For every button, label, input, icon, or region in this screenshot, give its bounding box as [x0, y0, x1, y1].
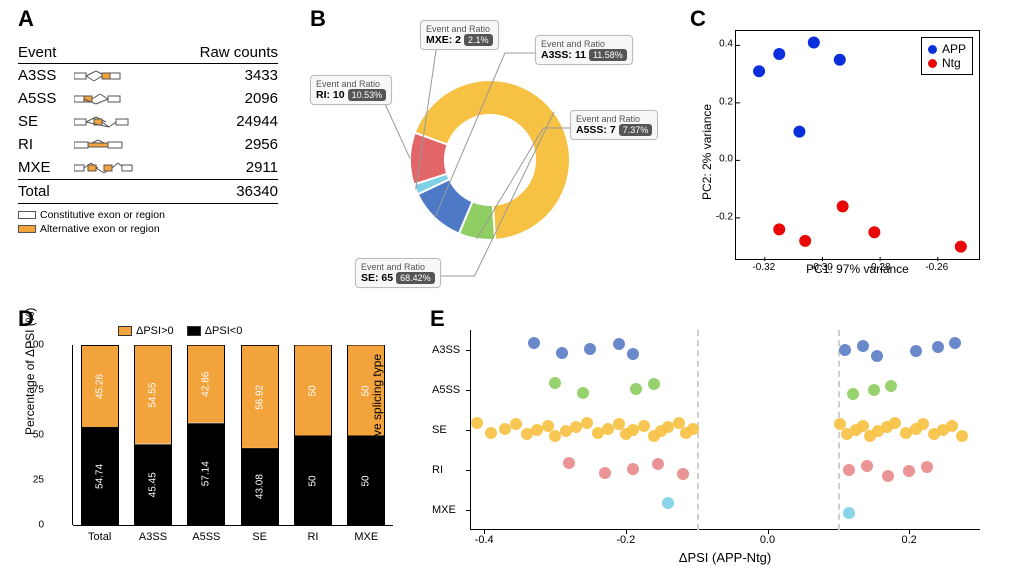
pc2-axis-label: PC2: 2% variance [700, 104, 714, 200]
point [563, 457, 575, 469]
point [903, 465, 915, 477]
point [843, 464, 855, 476]
panel-d: ΔPSI>0 ΔPSI<0 Percentage of ΔPSI (%) 025… [18, 320, 408, 570]
bar-total: 45.2654.74Total [73, 345, 126, 525]
legend-dpsi-neg: ΔPSI<0 [205, 325, 243, 337]
point [956, 430, 968, 442]
point [471, 417, 483, 429]
panel-d-ylabel: Percentage of ΔPSI (%) [23, 308, 37, 435]
panel-e: Alternative splicing type ΔPSI (APP-Ntg)… [430, 320, 995, 570]
point [917, 418, 929, 430]
bar-se: 56.9243.08SE [233, 345, 286, 525]
strip-plot: ΔPSI (APP-Ntg) -0.4-0.20.00.2A3SSA5SSSER… [470, 330, 980, 530]
exon-icon [74, 161, 134, 175]
exon-icon [74, 115, 134, 129]
row-label-a3ss: A3SS [432, 344, 460, 356]
panel-d-legend: ΔPSI>0 ΔPSI<0 [108, 325, 242, 337]
row-label-a5ss: A5SS [432, 384, 460, 396]
figure: A B C D E Event Raw counts A3SS3433A5SS2… [10, 10, 1010, 574]
point [868, 384, 880, 396]
exon-icon [74, 138, 134, 152]
point [599, 467, 611, 479]
panel-a: Event Raw counts A3SS3433A5SS2096SE24944… [18, 20, 278, 236]
bar-a5ss: 42.8657.14A5SS [180, 345, 233, 525]
point [613, 338, 625, 350]
point [485, 427, 497, 439]
point [652, 458, 664, 470]
callout-mxe: Event and RatioMXE: 22.1% [420, 20, 499, 50]
point [932, 341, 944, 353]
panel-b: Event and RatioMXE: 22.1% Event and Ratio… [310, 20, 670, 310]
point [843, 507, 855, 519]
point [556, 347, 568, 359]
point [510, 418, 522, 430]
point [677, 468, 689, 480]
legend-dpsi-pos: ΔPSI>0 [136, 325, 174, 337]
donut-chart [400, 70, 580, 250]
point [630, 383, 642, 395]
point [581, 417, 593, 429]
callout-a3ss: Event and RatioA3SS: 1111.58% [535, 35, 633, 65]
panel-c: APP Ntg PC1: 97% variance PC2: 2% varian… [690, 20, 1000, 310]
table-row: RI2956 [18, 133, 278, 156]
point [549, 377, 561, 389]
panel-e-ylabel: Alternative splicing type [370, 354, 384, 480]
bar-mxe: 5050MXE [340, 345, 393, 525]
point [839, 344, 851, 356]
point [885, 380, 897, 392]
point [627, 348, 639, 360]
panel-e-xlabel: ΔPSI (APP-Ntg) [679, 550, 771, 565]
event-table: Event Raw counts A3SS3433A5SS2096SE24944… [18, 42, 278, 204]
point [627, 463, 639, 475]
legend-alternative: Alternative exon or region [40, 223, 160, 235]
th-event: Event [18, 42, 74, 64]
point [528, 337, 540, 349]
point [687, 423, 699, 435]
table-row: A5SS2096 [18, 87, 278, 110]
point [882, 470, 894, 482]
point [910, 345, 922, 357]
exon-icon [74, 69, 134, 83]
callout-ri: Event and RatioRI: 1010.53% [310, 75, 392, 105]
point [577, 387, 589, 399]
legend-app: APP [942, 42, 966, 56]
table-row: MXE2911 [18, 156, 278, 180]
stacked-bars: 45.2654.74Total54.5545.45A3SS42.8657.14A… [73, 345, 393, 525]
table-row: A3SS3433 [18, 64, 278, 88]
point [889, 417, 901, 429]
th-counts: Raw counts [163, 42, 278, 64]
row-label-se: SE [432, 424, 447, 436]
bar-a3ss: 54.5545.45A3SS [126, 345, 179, 525]
exon-icon [74, 92, 134, 106]
row-label-mxe: MXE [432, 504, 456, 516]
legend-constitutive: Constitutive exon or region [40, 209, 165, 221]
callout-a5ss: Event and RatioA5SS: 77.37% [570, 110, 658, 140]
point [584, 343, 596, 355]
pca-legend: APP Ntg [921, 37, 973, 75]
row-label-ri: RI [432, 464, 443, 476]
panel-a-legend: Constitutive exon or region Alternative … [18, 208, 278, 236]
table-row: SE24944 [18, 110, 278, 133]
point [921, 461, 933, 473]
point [949, 337, 961, 349]
callout-se: Event and RatioSE: 6568.42% [355, 258, 441, 288]
point [662, 497, 674, 509]
point [638, 420, 650, 432]
point [871, 350, 883, 362]
point [648, 378, 660, 390]
bar-ri: 5050RI [286, 345, 339, 525]
table-total-row: Total36340 [18, 180, 278, 204]
point [946, 420, 958, 432]
legend-ntg: Ntg [942, 56, 961, 70]
point [861, 460, 873, 472]
point [847, 388, 859, 400]
pca-plot: APP Ntg [735, 30, 980, 260]
point [857, 340, 869, 352]
